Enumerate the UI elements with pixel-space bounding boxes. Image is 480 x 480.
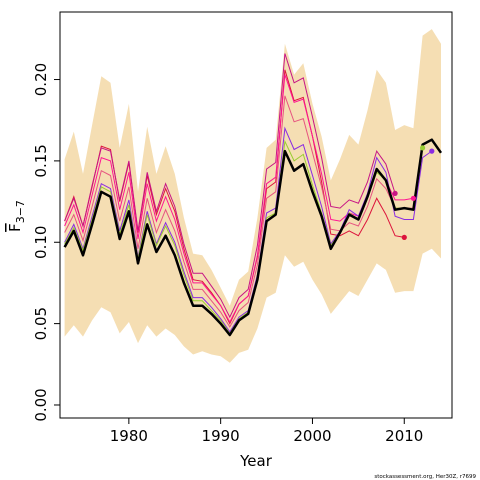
x-tick-label-2010: 2010 — [385, 427, 423, 445]
y-axis-title: F3−7 — [6, 200, 27, 232]
main-series-line — [63, 138, 443, 337]
confidence-band — [64, 29, 441, 363]
y-tick-label-0: 0.00 — [32, 388, 50, 421]
confidence-band-layer — [64, 29, 441, 363]
retro-series-line-4 — [64, 95, 414, 328]
x-tick-label-2000: 2000 — [293, 427, 331, 445]
x-axis: 1980 1990 2000 2010 — [110, 418, 423, 445]
retro-series-line-2 — [64, 53, 396, 319]
plot-frame — [59, 11, 453, 419]
retro-series-end-point-1 — [401, 234, 407, 240]
y-tick-label-4: 0.20 — [32, 63, 50, 96]
y-axis-title-main: F — [6, 223, 24, 232]
retro-series-line-3 — [64, 74, 414, 324]
x-tick-label-1990: 1990 — [202, 427, 240, 445]
retro-series-end-point-5 — [429, 148, 435, 154]
y-tick-label-2: 0.10 — [32, 226, 50, 259]
retro-series-end-point-6 — [420, 145, 426, 151]
end-points-layer — [392, 145, 435, 240]
y-axis-title-subscript: 3−7 — [14, 200, 27, 223]
retro-series-end-point-3 — [410, 195, 416, 201]
y-tick-label-1: 0.05 — [32, 307, 50, 340]
footer-credit: stockassessment.org, Her30Z, r7699 — [374, 474, 476, 480]
main-series-layer — [63, 138, 443, 337]
x-axis-title: Year — [239, 452, 273, 470]
y-tick-label-3: 0.15 — [32, 144, 50, 177]
y-axis: 0.00 0.05 0.10 0.15 0.20 — [32, 63, 60, 422]
x-tick-label-1980: 1980 — [110, 427, 148, 445]
retro-series-end-point-2 — [392, 190, 398, 196]
